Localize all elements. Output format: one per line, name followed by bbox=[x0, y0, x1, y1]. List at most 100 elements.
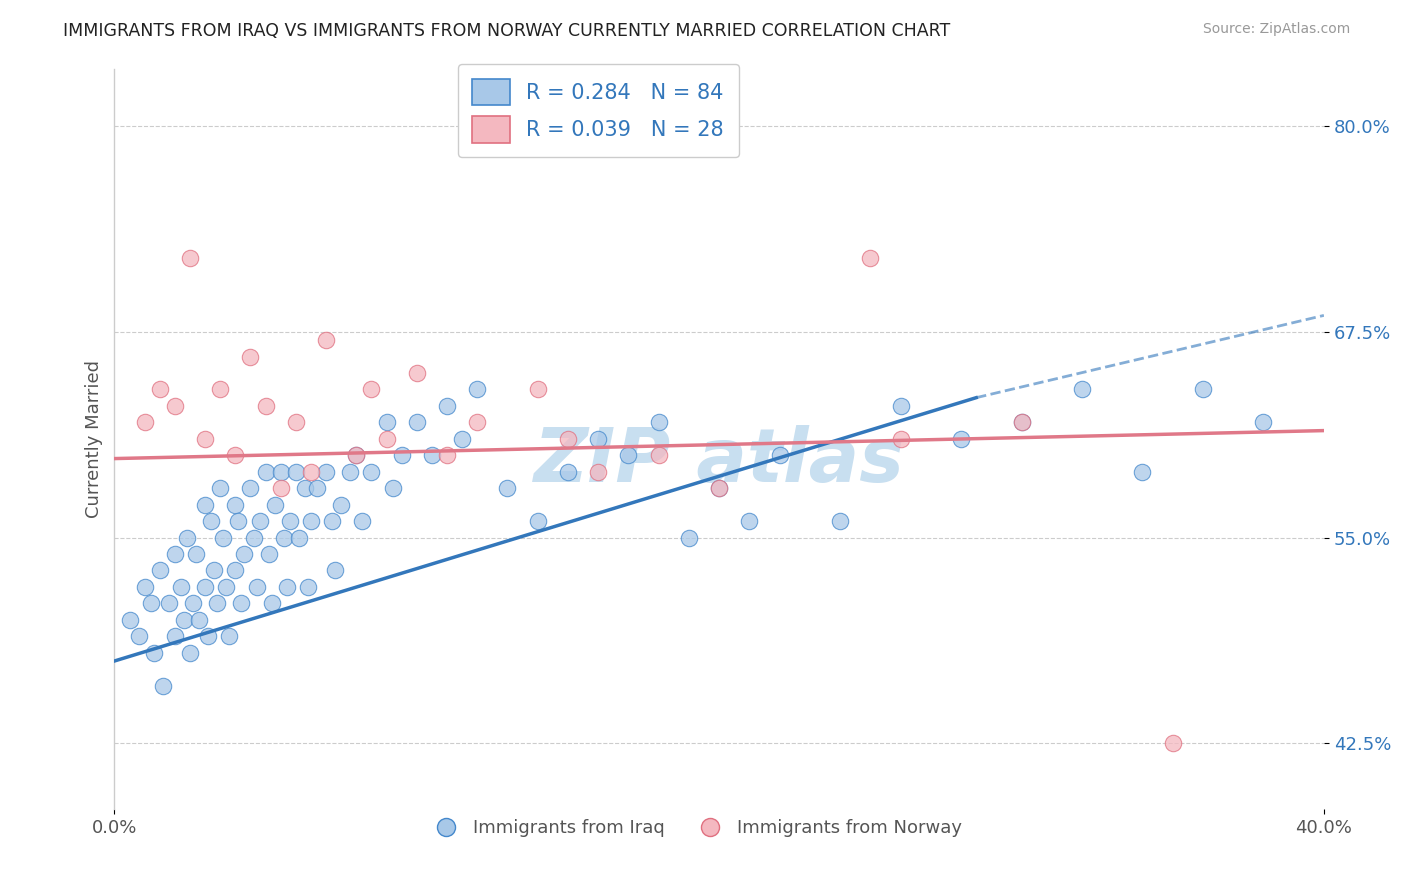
Point bbox=[242, 531, 264, 545]
Point bbox=[163, 399, 186, 413]
Point bbox=[299, 514, 322, 528]
Point bbox=[299, 465, 322, 479]
Point bbox=[239, 481, 262, 495]
Point bbox=[391, 448, 413, 462]
Point bbox=[859, 251, 882, 265]
Point bbox=[149, 564, 172, 578]
Point bbox=[305, 481, 328, 495]
Point bbox=[149, 383, 172, 397]
Point bbox=[139, 596, 162, 610]
Point bbox=[202, 564, 225, 578]
Point bbox=[830, 514, 852, 528]
Point bbox=[118, 613, 141, 627]
Point bbox=[173, 613, 195, 627]
Point bbox=[420, 448, 443, 462]
Point bbox=[254, 465, 277, 479]
Point bbox=[224, 498, 246, 512]
Point bbox=[209, 481, 232, 495]
Point bbox=[1161, 736, 1184, 750]
Point bbox=[231, 596, 253, 610]
Point bbox=[890, 432, 912, 446]
Point bbox=[200, 514, 222, 528]
Point bbox=[188, 613, 211, 627]
Point bbox=[224, 448, 246, 462]
Point bbox=[1192, 383, 1215, 397]
Point bbox=[315, 333, 337, 347]
Point bbox=[1011, 416, 1033, 430]
Point bbox=[647, 448, 669, 462]
Point bbox=[209, 383, 232, 397]
Point bbox=[436, 399, 458, 413]
Point bbox=[344, 448, 367, 462]
Point bbox=[152, 679, 174, 693]
Point bbox=[405, 416, 427, 430]
Point bbox=[647, 416, 669, 430]
Point bbox=[197, 629, 219, 643]
Point bbox=[142, 646, 165, 660]
Point bbox=[181, 596, 204, 610]
Point bbox=[526, 383, 548, 397]
Point bbox=[257, 547, 280, 561]
Text: ZIP atlas: ZIP atlas bbox=[534, 425, 904, 498]
Point bbox=[194, 432, 217, 446]
Point bbox=[215, 580, 238, 594]
Point bbox=[557, 465, 579, 479]
Point bbox=[260, 596, 283, 610]
Text: Source: ZipAtlas.com: Source: ZipAtlas.com bbox=[1202, 22, 1350, 37]
Point bbox=[436, 448, 458, 462]
Point bbox=[707, 481, 730, 495]
Point bbox=[128, 629, 150, 643]
Point bbox=[617, 448, 640, 462]
Point bbox=[1132, 465, 1154, 479]
Point bbox=[375, 432, 398, 446]
Point bbox=[284, 416, 307, 430]
Point bbox=[163, 629, 186, 643]
Point bbox=[890, 399, 912, 413]
Point bbox=[170, 580, 193, 594]
Text: IMMIGRANTS FROM IRAQ VS IMMIGRANTS FROM NORWAY CURRENTLY MARRIED CORRELATION CHA: IMMIGRANTS FROM IRAQ VS IMMIGRANTS FROM … bbox=[63, 22, 950, 40]
Point bbox=[212, 531, 235, 545]
Point bbox=[179, 251, 201, 265]
Point bbox=[270, 465, 292, 479]
Point bbox=[950, 432, 973, 446]
Point bbox=[586, 432, 609, 446]
Point bbox=[134, 416, 156, 430]
Point bbox=[245, 580, 267, 594]
Point bbox=[465, 416, 488, 430]
Point bbox=[218, 629, 240, 643]
Point bbox=[249, 514, 271, 528]
Point bbox=[194, 580, 217, 594]
Point bbox=[1071, 383, 1094, 397]
Point bbox=[321, 514, 343, 528]
Point bbox=[339, 465, 361, 479]
Point bbox=[360, 383, 382, 397]
Point bbox=[344, 448, 367, 462]
Point bbox=[233, 547, 256, 561]
Point bbox=[330, 498, 353, 512]
Point bbox=[381, 481, 404, 495]
Point bbox=[284, 465, 307, 479]
Legend: Immigrants from Iraq, Immigrants from Norway: Immigrants from Iraq, Immigrants from No… bbox=[420, 812, 969, 845]
Point bbox=[738, 514, 761, 528]
Point bbox=[273, 531, 295, 545]
Point bbox=[176, 531, 198, 545]
Point bbox=[288, 531, 311, 545]
Point bbox=[1011, 416, 1033, 430]
Point bbox=[270, 481, 292, 495]
Point bbox=[678, 531, 700, 545]
Point bbox=[405, 366, 427, 380]
Point bbox=[315, 465, 337, 479]
Point bbox=[263, 498, 285, 512]
Point bbox=[360, 465, 382, 479]
Point bbox=[224, 564, 246, 578]
Point bbox=[157, 596, 180, 610]
Point bbox=[769, 448, 792, 462]
Point bbox=[184, 547, 207, 561]
Point bbox=[297, 580, 319, 594]
Point bbox=[323, 564, 346, 578]
Point bbox=[707, 481, 730, 495]
Point bbox=[375, 416, 398, 430]
Point bbox=[557, 432, 579, 446]
Point bbox=[228, 514, 250, 528]
Point bbox=[163, 547, 186, 561]
